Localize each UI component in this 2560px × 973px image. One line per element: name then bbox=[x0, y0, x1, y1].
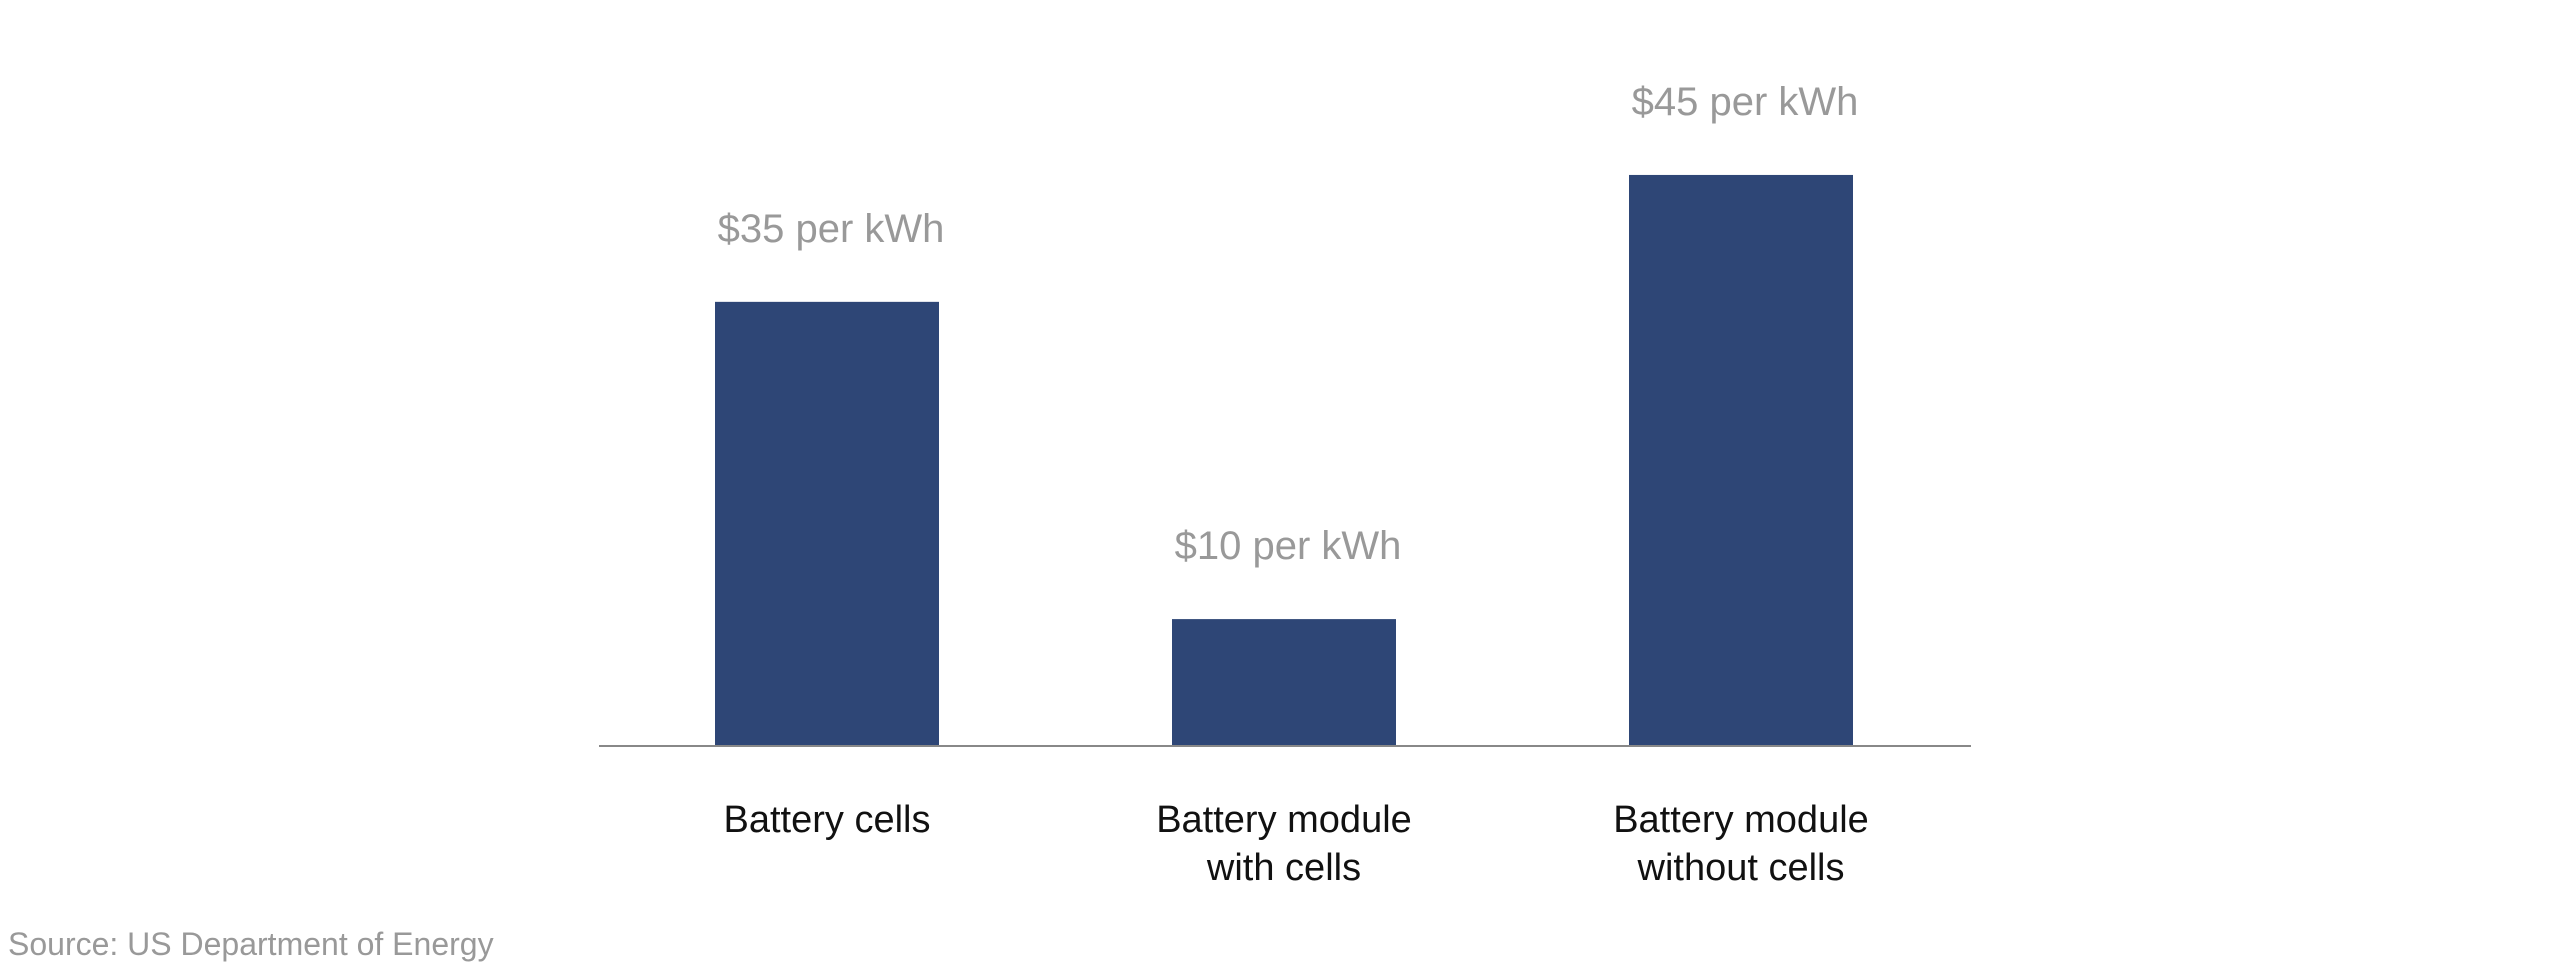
category-label-0-0: Battery cells bbox=[724, 799, 931, 841]
bar-1 bbox=[1172, 619, 1396, 746]
category-label-2-0: Battery module bbox=[1613, 799, 1869, 841]
data-label-2: $45 per kWh bbox=[1632, 80, 1859, 124]
category-label-2-1: without cells bbox=[1637, 847, 1845, 889]
source-note: Source: US Department of Energy bbox=[8, 926, 494, 962]
bar-0 bbox=[715, 301, 939, 746]
data-label-0: $35 per kWh bbox=[718, 207, 945, 251]
bar-2 bbox=[1629, 174, 1853, 746]
category-label-1-0: Battery module bbox=[1156, 799, 1412, 841]
data-label-1: $10 per kWh bbox=[1175, 524, 1402, 568]
category-label-1-1: with cells bbox=[1206, 847, 1361, 889]
